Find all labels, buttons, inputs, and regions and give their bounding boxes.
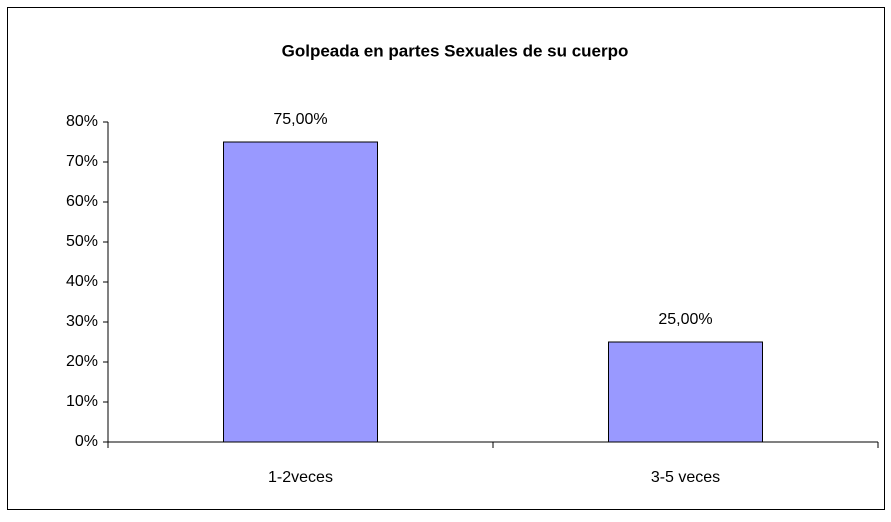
y-tick-label: 10% [66, 393, 98, 410]
y-tick-label: 40% [66, 273, 98, 290]
chart-title: Golpeada en partes Sexuales de su cuerpo [282, 41, 629, 60]
x-tick-label: 3-5 veces [651, 469, 720, 486]
bar [608, 341, 763, 443]
y-tick-label: 20% [66, 353, 98, 370]
data-label: 25,00% [658, 311, 712, 328]
data-label: 75,00% [273, 111, 327, 128]
y-tick-label: 30% [66, 313, 98, 330]
x-tick-label: 1-2veces [268, 469, 333, 486]
bar [223, 141, 378, 443]
y-tick-label: 60% [66, 193, 98, 210]
y-tick-label: 50% [66, 233, 98, 250]
y-tick-label: 70% [66, 153, 98, 170]
y-tick-label: 80% [66, 113, 98, 130]
y-tick-label: 0% [75, 433, 98, 450]
